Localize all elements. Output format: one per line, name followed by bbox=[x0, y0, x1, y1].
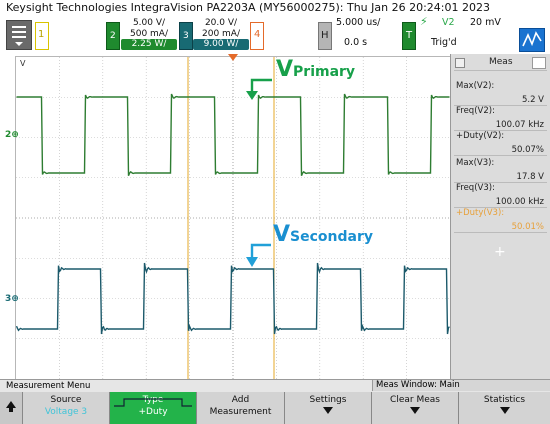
primary-waveform bbox=[16, 93, 450, 176]
waveform-area bbox=[16, 57, 450, 379]
source-softkey-value: Voltage 3 bbox=[44, 407, 88, 417]
clear-meas-down-arrow-icon bbox=[410, 407, 420, 414]
meas-label: Freq(V3): bbox=[456, 183, 495, 193]
statistics-softkey-label: Statistics bbox=[483, 395, 526, 405]
trigger-key: T bbox=[406, 30, 413, 41]
settings-softkey-label: Settings bbox=[309, 395, 347, 405]
meas-value: 100.07 kHz bbox=[495, 120, 544, 130]
add-measurement-icon[interactable]: + bbox=[494, 244, 506, 260]
meas-value: 50.01% bbox=[511, 222, 544, 232]
main-menu-button[interactable] bbox=[6, 20, 32, 50]
scope-display[interactable]: V bbox=[15, 56, 451, 380]
meas-panel-title: Meas bbox=[489, 57, 513, 67]
channel-2-amps-scale: 500 mA/ bbox=[130, 29, 168, 39]
autoscale-button[interactable] bbox=[519, 28, 545, 52]
primary-arrow-icon bbox=[250, 78, 272, 95]
statistics-down-arrow-icon bbox=[499, 407, 510, 414]
meas-panel-menu-icon[interactable] bbox=[532, 57, 546, 69]
menu-icon bbox=[12, 26, 26, 38]
horizontal-key: H bbox=[321, 30, 329, 41]
meas-label: Max(V3): bbox=[456, 158, 495, 168]
measurements-panel: Meas Max(V2): 5.2 V Freq(V2): 100.07 kHz +Du… bbox=[450, 54, 550, 380]
channel-2-button[interactable]: 2 bbox=[106, 22, 120, 50]
meas-label: Freq(V2): bbox=[456, 106, 495, 116]
up-arrow-icon bbox=[6, 401, 16, 408]
add-softkey-label: Add bbox=[231, 395, 250, 405]
trigger-position-marker bbox=[228, 54, 238, 61]
meas-value: 17.8 V bbox=[516, 172, 544, 182]
meas-label: +Duty(V3): bbox=[456, 208, 505, 218]
meas-label: Max(V2): bbox=[456, 81, 495, 91]
secondary-arrowhead-icon bbox=[246, 257, 258, 267]
settings-softkey[interactable]: Settings bbox=[285, 392, 372, 424]
menu-title: Measurement Menu bbox=[6, 381, 91, 391]
primary-arrowhead-icon bbox=[246, 91, 258, 100]
horizontal-button[interactable]: H bbox=[318, 22, 332, 50]
channel-1-number: 1 bbox=[38, 29, 45, 40]
channel-3-power-scale: 9.00 W/ bbox=[193, 39, 249, 50]
back-button[interactable] bbox=[0, 392, 23, 424]
annotation-primary: VPrimary bbox=[276, 57, 356, 82]
channel-3-volts-scale: 20.0 V/ bbox=[204, 18, 238, 28]
channel-2-volts-scale: 5.00 V/ bbox=[132, 18, 166, 28]
trigger-button[interactable]: T bbox=[402, 22, 416, 50]
top-marker: V bbox=[20, 59, 26, 68]
meas-value: 5.2 V bbox=[521, 95, 544, 105]
trigger-level: 20 mV bbox=[470, 17, 501, 28]
window-title: Keysight Technologies IntegraVision PA22… bbox=[6, 1, 490, 14]
pulse-icon bbox=[114, 398, 192, 407]
meas-window-label: Meas Window: Main bbox=[372, 380, 550, 391]
clear-meas-softkey-label: Clear Meas bbox=[390, 395, 440, 405]
channel-3-ground-marker: 3⊕ bbox=[5, 294, 19, 304]
meas-panel-close[interactable] bbox=[455, 58, 465, 68]
meas-value: 50.07% bbox=[511, 145, 544, 155]
autoscale-icon bbox=[522, 31, 542, 47]
channel-3-number: 3 bbox=[183, 31, 189, 41]
type-softkey[interactable]: Type +Duty bbox=[110, 392, 197, 424]
channel-2-ground-marker: 2⊕ bbox=[5, 130, 19, 140]
channel-1-button[interactable]: 1 bbox=[35, 22, 49, 50]
channel-3-amps-scale: 200 mA/ bbox=[202, 29, 240, 39]
clear-meas-softkey[interactable]: Clear Meas bbox=[372, 392, 459, 424]
channel-2-power-scale: 2.25 W/ bbox=[121, 39, 177, 50]
settings-down-arrow-icon bbox=[323, 407, 333, 414]
add-measurement-softkey[interactable]: Add Measurement bbox=[197, 392, 285, 424]
caret-down-icon bbox=[15, 42, 23, 46]
add-softkey-label-2: Measurement bbox=[209, 407, 272, 417]
trigger-source: V2 bbox=[442, 17, 455, 28]
secondary-waveform bbox=[16, 262, 450, 335]
channel-4-number: 4 bbox=[254, 29, 261, 40]
channel-2-number: 2 bbox=[110, 31, 116, 41]
timebase-value: 5.000 us/ bbox=[336, 17, 381, 28]
type-softkey-label: Type bbox=[142, 395, 164, 405]
annotation-secondary: VSecondary bbox=[273, 222, 373, 247]
meas-value: 100.00 kHz bbox=[495, 197, 544, 207]
meas-label: +Duty(V2): bbox=[456, 131, 505, 141]
trigger-status: Trig'd bbox=[431, 37, 457, 48]
channel-4-button[interactable]: 4 bbox=[250, 22, 264, 50]
source-softkey[interactable]: Source Voltage 3 bbox=[23, 392, 110, 424]
secondary-arrow-icon bbox=[250, 243, 271, 261]
trigger-edge-icon: ⚡ bbox=[420, 15, 428, 28]
delay-value: 0.0 s bbox=[344, 37, 368, 48]
channel-3-button[interactable]: 3 bbox=[179, 22, 193, 50]
source-softkey-label: Source bbox=[50, 395, 82, 405]
type-softkey-value: +Duty bbox=[138, 407, 168, 417]
statistics-softkey[interactable]: Statistics bbox=[459, 392, 550, 424]
